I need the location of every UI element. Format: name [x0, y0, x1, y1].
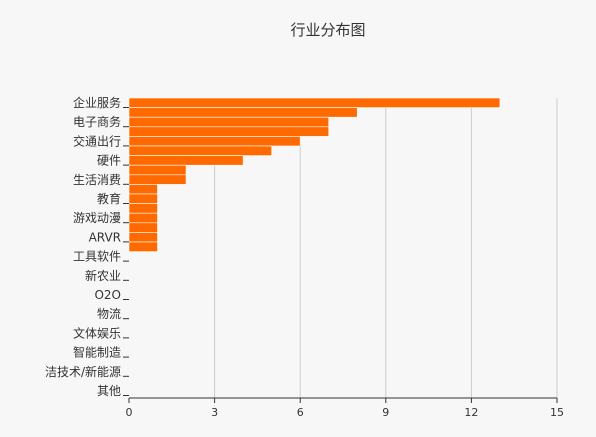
- bar: [128, 241, 158, 252]
- category-label: 企业服务: [73, 95, 121, 110]
- bar: [128, 97, 501, 108]
- category-label: ARVR: [89, 230, 121, 244]
- bar: [128, 222, 158, 233]
- bar: [128, 116, 330, 128]
- x-tick-label: 3: [211, 406, 218, 419]
- x-tick-label: 12: [464, 406, 478, 419]
- axes: [123, 107, 558, 403]
- category-label: 生活消费: [73, 173, 121, 187]
- bars: [128, 97, 501, 252]
- bar: [128, 174, 187, 185]
- bar: [128, 164, 187, 176]
- x-tick-label: 9: [382, 406, 389, 419]
- bar: [128, 232, 158, 243]
- category-label: 游戏动漫: [73, 211, 121, 225]
- bar: [128, 212, 158, 224]
- bar: [128, 145, 272, 156]
- bar: [128, 107, 358, 118]
- category-label: 硬件: [97, 154, 121, 168]
- category-label: 洁技术/新能源: [45, 364, 121, 379]
- grid: [214, 98, 558, 398]
- bar: [128, 155, 244, 166]
- bar: [128, 126, 330, 137]
- category-label: O2O: [94, 288, 121, 302]
- bar: [128, 193, 158, 204]
- category-label: 其他: [97, 384, 121, 398]
- category-label: 交通出行: [73, 133, 121, 148]
- x-tick-label: 0: [126, 406, 133, 419]
- category-label: 智能制造: [73, 345, 121, 360]
- category-label: 物流: [97, 307, 121, 321]
- chart-title: 行业分布图: [290, 21, 365, 39]
- category-label: 工具软件: [73, 250, 121, 264]
- category-label: 教育: [97, 191, 121, 206]
- bar: [128, 203, 158, 214]
- x-tick-label: 6: [297, 406, 304, 419]
- x-tick-label: 15: [550, 406, 564, 419]
- category-label: 新农业: [85, 268, 121, 283]
- bar: [128, 136, 301, 147]
- category-label: 文体娱乐: [73, 325, 121, 340]
- category-label: 电子商务: [73, 114, 121, 129]
- bar: [128, 184, 158, 195]
